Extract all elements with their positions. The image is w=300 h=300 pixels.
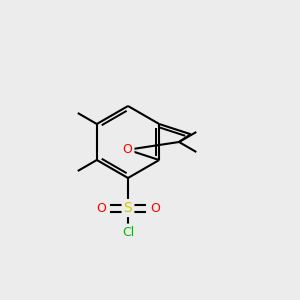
Text: O: O — [123, 143, 133, 156]
Text: O: O — [150, 202, 160, 214]
Text: S: S — [124, 201, 132, 215]
Text: Cl: Cl — [122, 226, 134, 238]
Text: O: O — [96, 202, 106, 214]
